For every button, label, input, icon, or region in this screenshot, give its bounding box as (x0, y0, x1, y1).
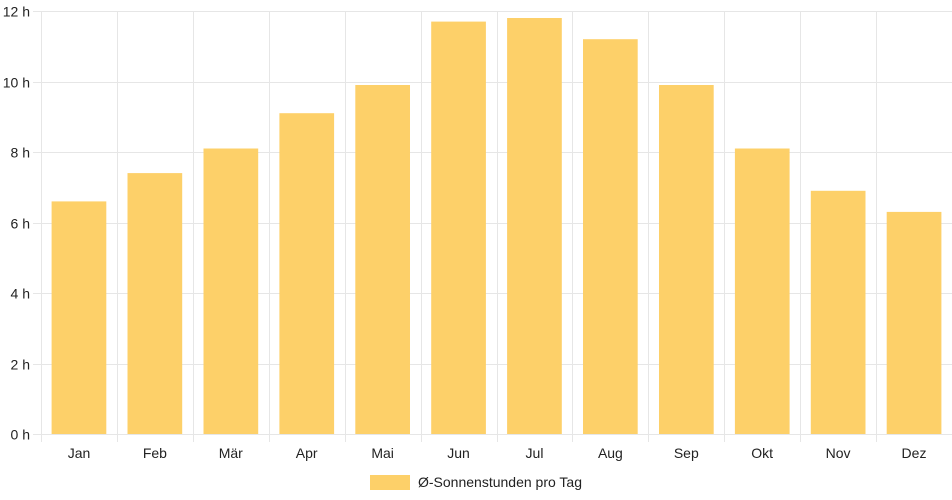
y-tick-label: 12 h (3, 4, 30, 20)
x-tick-label: Jul (526, 445, 544, 461)
y-tick-label: 0 h (11, 427, 30, 443)
y-tick-label: 6 h (11, 216, 30, 232)
legend-swatch (370, 475, 410, 490)
bar-aug[interactable] (583, 39, 638, 434)
legend-label: Ø-Sonnenstunden pro Tag (418, 474, 582, 490)
x-tick-label: Okt (751, 445, 773, 461)
y-tick-label: 4 h (11, 286, 30, 302)
y-axis: 0 h 2 h 4 h 6 h 8 h 10 h 12 h (3, 4, 30, 443)
bar-jun[interactable] (431, 21, 486, 434)
y-tick-label: 10 h (3, 75, 30, 91)
legend[interactable]: Ø-Sonnenstunden pro Tag (370, 474, 582, 490)
x-tick-label: Feb (143, 445, 167, 461)
bar-feb[interactable] (127, 173, 183, 434)
x-tick-label: Apr (296, 445, 318, 461)
grid (33, 11, 952, 442)
y-tick-label: 2 h (11, 357, 30, 373)
x-tick-label: Aug (598, 445, 623, 461)
bar-nov[interactable] (810, 190, 866, 434)
bar-okt[interactable] (734, 148, 790, 435)
y-tick-label: 8 h (11, 145, 30, 161)
bars (51, 18, 942, 435)
x-tick-label: Sep (674, 445, 699, 461)
bar-jul[interactable] (507, 18, 562, 434)
bar-mai[interactable] (355, 85, 410, 434)
bar-apr[interactable] (279, 113, 335, 434)
x-tick-label: Nov (826, 445, 851, 461)
x-tick-label: Jun (447, 445, 470, 461)
x-tick-label: Mär (219, 445, 243, 461)
x-axis: Jan Feb Mär Apr Mai Jun Jul Aug Sep Okt Nov Dez (68, 445, 927, 461)
bar-mär[interactable] (203, 148, 259, 435)
bar-jan[interactable] (51, 201, 107, 434)
x-tick-label: Jan (68, 445, 91, 461)
bar-dez[interactable] (886, 211, 942, 434)
bar-sep[interactable] (659, 85, 714, 434)
x-tick-label: Mai (371, 445, 394, 461)
x-tick-label: Dez (902, 445, 927, 461)
